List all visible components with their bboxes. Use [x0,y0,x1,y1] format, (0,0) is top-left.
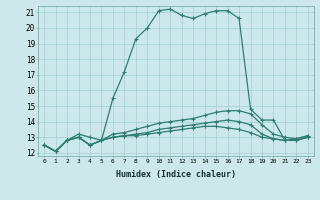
X-axis label: Humidex (Indice chaleur): Humidex (Indice chaleur) [116,170,236,179]
